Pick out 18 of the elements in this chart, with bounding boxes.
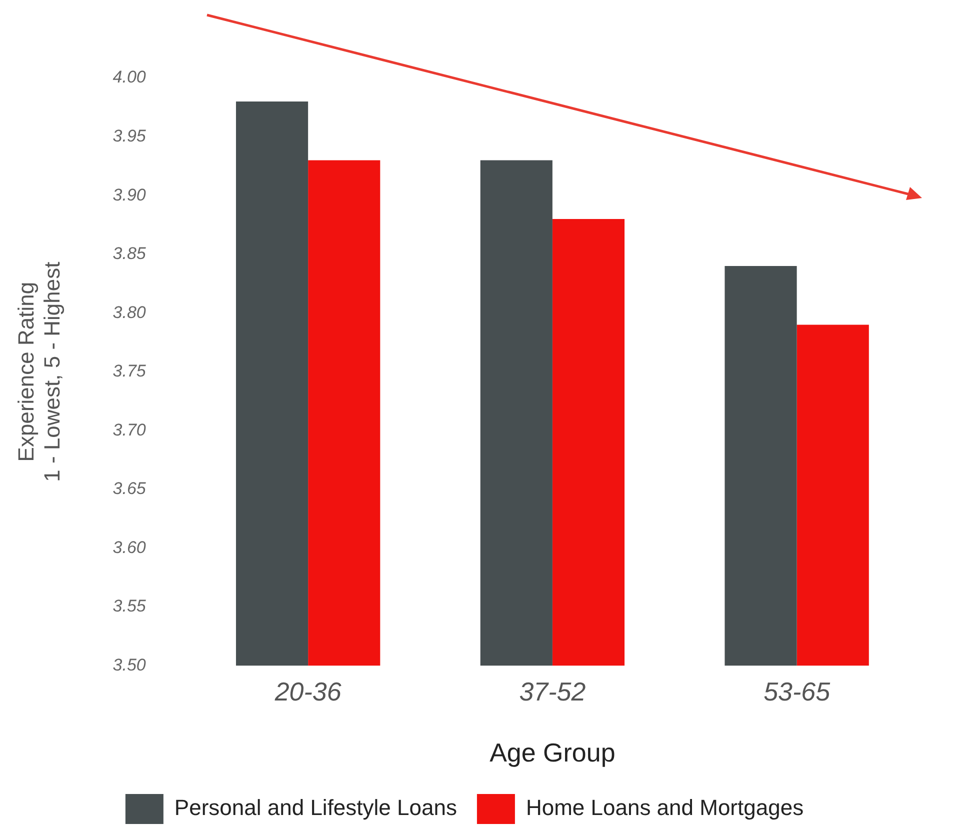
y-axis-title: Experience Rating 1 - Lowest, 5 - Highest bbox=[13, 262, 65, 482]
y-tick-label: 3.55 bbox=[112, 596, 146, 616]
y-tick-label: 3.80 bbox=[112, 302, 146, 322]
y-tick-label: 4.00 bbox=[112, 68, 146, 87]
y-tick-label: 3.90 bbox=[112, 185, 146, 204]
x-axis-title: Age Group bbox=[490, 738, 616, 768]
x-tick-label: 37-52 bbox=[519, 676, 586, 706]
legend-label: Home Loans and Mortgages bbox=[526, 795, 804, 820]
y-tick-label: 3.85 bbox=[112, 244, 146, 264]
legend-label: Personal and Lifestyle Loans bbox=[174, 795, 457, 820]
y-tick-label: 3.70 bbox=[112, 420, 146, 440]
y-tick-label: 3.75 bbox=[112, 362, 146, 381]
y-tick-label: 3.50 bbox=[112, 655, 146, 674]
y-tick-label: 3.95 bbox=[112, 126, 146, 146]
y-tick-label: 3.65 bbox=[112, 479, 146, 498]
x-tick-label: 20-36 bbox=[274, 676, 342, 706]
x-tick-label: 53-65 bbox=[764, 676, 831, 706]
y-tick-label: 3.60 bbox=[112, 538, 146, 557]
